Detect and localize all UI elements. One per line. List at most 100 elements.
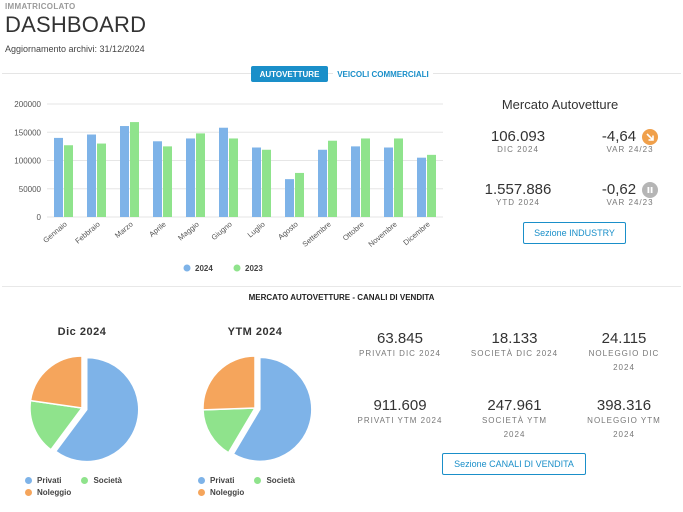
section-divider xyxy=(2,286,681,287)
bar-2024-giugno[interactable] xyxy=(219,127,228,217)
y-tick-label: 150000 xyxy=(14,128,41,137)
market-title: Mercato Autovetture xyxy=(501,97,619,112)
y-tick-label: 100000 xyxy=(14,157,41,166)
bar-2024-luglio[interactable] xyxy=(252,147,261,217)
bar-2023-dicembre[interactable] xyxy=(427,154,436,217)
legend-noleggio: Noleggio xyxy=(198,488,328,497)
x-tick-label: Gennaio xyxy=(41,220,69,245)
pie-ytm-legend: Privati Società Noleggio xyxy=(198,476,328,497)
month-kpi: 106.093 DIC 2024 xyxy=(478,128,558,154)
privati-dic-label: PRIVATI DIC 2024 xyxy=(359,349,441,358)
x-tick-label: Luglio xyxy=(246,220,267,240)
x-tick-label: Ottobre xyxy=(341,220,366,243)
archive-update-date: Aggiornamento archivi: 31/12/2024 xyxy=(5,44,145,54)
legend-marker-2024 xyxy=(183,264,191,272)
societa-dic-kpi: 18.133 SOCIETÀ DIC 2024 xyxy=(462,330,567,361)
societa-ytm-label: SOCIETÀ YTM 2024 xyxy=(481,416,548,439)
bar-2023-agosto[interactable] xyxy=(295,172,304,217)
brand-label: IMMATRICOLATO xyxy=(5,2,76,11)
pie-chart-dic xyxy=(29,355,140,463)
bar-2024-febbraio[interactable] xyxy=(87,134,96,217)
societa-dic-value: 18.133 xyxy=(491,330,538,347)
ytd-value: 1.557.886 xyxy=(484,181,552,198)
y-tick-label: 0 xyxy=(37,213,42,222)
bar-2023-marzo[interactable] xyxy=(130,122,139,217)
y-tick-label: 200000 xyxy=(14,100,41,109)
privati-ytm-label: PRIVATI YTM 2024 xyxy=(357,416,443,425)
bar-2023-febbraio[interactable] xyxy=(97,143,106,217)
legend-privati: Privati xyxy=(25,476,61,485)
bar-2023-aprile[interactable] xyxy=(163,146,172,217)
noleggio-dic-label: NOLEGGIO DIC 2024 xyxy=(588,349,660,372)
noleggio-ytm-kpi: 398.316 NOLEGGIO YTM 2024 xyxy=(585,397,663,442)
bar-2024-novembre[interactable] xyxy=(384,147,393,217)
bar-2024-marzo[interactable] xyxy=(120,126,129,217)
bar-2023-giugno[interactable] xyxy=(229,138,238,217)
legend-label-2024: 2024 xyxy=(195,264,213,273)
month-variation-value: -4,64 xyxy=(601,128,637,145)
privati-dic-kpi: 63.845 PRIVATI DIC 2024 xyxy=(345,330,455,361)
month-variation: -4,64 VAR 24/23 xyxy=(585,128,675,154)
x-tick-label: Febbraio xyxy=(73,220,101,246)
x-tick-label: Settembre xyxy=(300,220,332,249)
pie-slice-societa[interactable] xyxy=(202,407,257,454)
month-value: 106.093 xyxy=(490,128,546,145)
x-tick-label: Agosto xyxy=(276,220,300,242)
x-tick-label: Novembre xyxy=(366,220,398,249)
bar-2024-agosto[interactable] xyxy=(285,179,294,217)
x-tick-label: Maggio xyxy=(176,220,201,243)
societa-ytm-value: 247.961 xyxy=(487,397,542,414)
legend-societa: Società xyxy=(254,476,295,485)
bar-2024-ottobre[interactable] xyxy=(351,146,360,217)
pie-dic-legend: Privati Società Noleggio xyxy=(25,476,155,497)
monthly-registrations-chart: 200000 150000 100000 50000 0 Gennaio Febbraio… xyxy=(14,100,443,273)
noleggio-ytm-value: 398.316 xyxy=(596,397,652,414)
channels-section-title: MERCATO AUTOVETTURE - CANALI DI VENDITA xyxy=(248,293,435,302)
bar-2024-dicembre[interactable] xyxy=(417,157,426,217)
privati-dic-value: 63.845 xyxy=(377,330,423,347)
tab-veicoli-commerciali[interactable]: VEICOLI COMMERCIALI xyxy=(333,66,433,82)
pie-slice-privati[interactable] xyxy=(232,356,313,463)
x-tick-label: Dicembre xyxy=(401,220,431,248)
ytd-variation-label: VAR 24/23 xyxy=(606,198,654,207)
bar-2023-ottobre[interactable] xyxy=(361,138,370,217)
month-label: DIC 2024 xyxy=(497,145,539,154)
pie-slice-noleggio[interactable] xyxy=(29,355,83,409)
noleggio-ytm-label: NOLEGGIO YTM 2024 xyxy=(587,416,661,439)
bar-2023-luglio[interactable] xyxy=(262,149,271,217)
y-tick-label: 50000 xyxy=(19,185,42,194)
legend-label-2023: 2023 xyxy=(245,264,263,273)
bar-2023-settembre[interactable] xyxy=(328,140,337,217)
bar-2024-aprile[interactable] xyxy=(153,141,162,217)
noleggio-dic-value: 24.115 xyxy=(601,330,647,347)
legend-societa: Società xyxy=(81,476,122,485)
bar-2024-maggio[interactable] xyxy=(186,138,195,217)
bar-2023-novembre[interactable] xyxy=(394,138,403,217)
x-tick-label: Marzo xyxy=(113,220,135,240)
bar-2023-maggio[interactable] xyxy=(196,133,205,217)
legend-privati: Privati xyxy=(198,476,234,485)
pie-slice-privati[interactable] xyxy=(54,356,140,463)
pie-chart-ytm xyxy=(202,355,313,463)
tab-autovetture[interactable]: AUTOVETTURE xyxy=(251,66,328,82)
ytd-variation: -0,62 VAR 24/23 xyxy=(585,181,675,207)
ytd-kpi: 1.557.886 YTD 2024 xyxy=(470,181,566,207)
legend-marker-2023 xyxy=(233,264,241,272)
month-variation-label: VAR 24/23 xyxy=(606,145,654,154)
societa-dic-label: SOCIETÀ DIC 2024 xyxy=(470,349,559,358)
bar-2023-gennaio[interactable] xyxy=(64,145,73,217)
societa-ytm-kpi: 247.961 SOCIETÀ YTM 2024 xyxy=(472,397,557,442)
bar-2024-settembre[interactable] xyxy=(318,149,327,217)
industry-section-button[interactable]: Sezione INDUSTRY xyxy=(523,222,626,244)
privati-ytm-kpi: 911.609 PRIVATI YTM 2024 xyxy=(345,397,455,428)
page-title: DASHBOARD xyxy=(5,12,147,37)
x-tick-label: Aprile xyxy=(147,220,167,239)
pie-slice-societa[interactable] xyxy=(29,399,84,451)
legend-noleggio: Noleggio xyxy=(25,488,155,497)
x-tick-label: Giugno xyxy=(209,220,233,242)
channels-section-button[interactable]: Sezione CANALI DI VENDITA xyxy=(442,453,586,475)
pie-slice-noleggio[interactable] xyxy=(202,355,256,411)
arrow-down-right-icon xyxy=(642,128,659,145)
ytd-label: YTD 2024 xyxy=(495,198,541,207)
bar-2024-gennaio[interactable] xyxy=(54,137,63,217)
